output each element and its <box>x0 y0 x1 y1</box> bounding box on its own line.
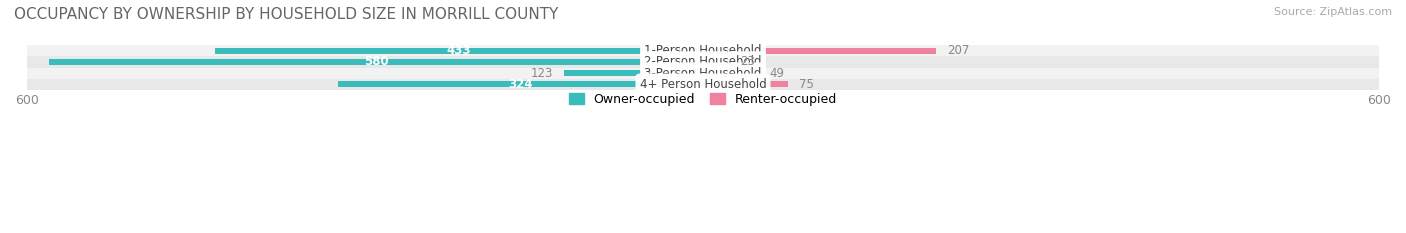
Text: 1-Person Household: 1-Person Household <box>644 44 762 57</box>
Bar <box>27 79 1379 90</box>
Text: 207: 207 <box>948 44 970 57</box>
Bar <box>564 70 703 76</box>
Text: 23: 23 <box>740 55 755 69</box>
Text: 4+ Person Household: 4+ Person Household <box>640 78 766 91</box>
Bar <box>27 68 1379 79</box>
Bar <box>703 48 936 54</box>
Text: Source: ZipAtlas.com: Source: ZipAtlas.com <box>1274 7 1392 17</box>
Bar <box>215 48 703 54</box>
Bar <box>337 81 703 87</box>
Text: OCCUPANCY BY OWNERSHIP BY HOUSEHOLD SIZE IN MORRILL COUNTY: OCCUPANCY BY OWNERSHIP BY HOUSEHOLD SIZE… <box>14 7 558 22</box>
Bar <box>703 81 787 87</box>
Text: 123: 123 <box>530 67 553 79</box>
Text: 49: 49 <box>769 67 785 79</box>
Legend: Owner-occupied, Renter-occupied: Owner-occupied, Renter-occupied <box>564 88 842 111</box>
Text: 2-Person Household: 2-Person Household <box>644 55 762 69</box>
Text: 580: 580 <box>364 55 388 69</box>
Text: 324: 324 <box>508 78 533 91</box>
Bar <box>49 59 703 65</box>
Bar <box>27 45 1379 56</box>
Text: 75: 75 <box>799 78 814 91</box>
Bar <box>703 70 758 76</box>
Text: 3-Person Household: 3-Person Household <box>644 67 762 79</box>
Text: 433: 433 <box>447 44 471 57</box>
Bar <box>703 59 728 65</box>
Bar <box>27 56 1379 68</box>
